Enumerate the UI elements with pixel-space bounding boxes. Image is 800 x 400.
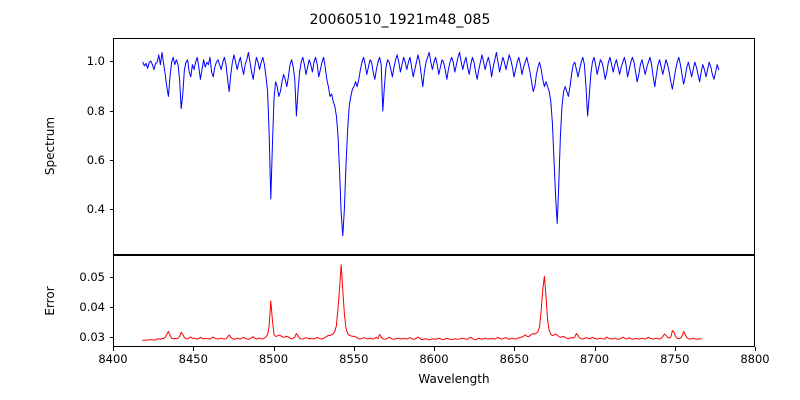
- x-tick-mark: [353, 347, 355, 351]
- spectrum-plot-panel: [113, 38, 755, 255]
- spectrum-y-tick-label: 0.6: [86, 153, 105, 168]
- spectrum-y-tick-label: 0.4: [86, 202, 105, 217]
- spectrum-line-chart: [114, 39, 754, 254]
- error-y-tick-mark: [109, 306, 113, 308]
- x-tick-label: 8650: [499, 352, 529, 366]
- spectrum-y-tick-mark: [109, 110, 113, 112]
- x-tick-mark: [755, 347, 756, 351]
- x-tick-label: 8800: [740, 352, 770, 366]
- spectrum-y-tick-mark: [109, 160, 113, 162]
- x-tick-label: 8450: [178, 352, 208, 366]
- spectrum-series-line: [143, 52, 719, 235]
- spectrum-y-tick-mark: [109, 61, 113, 63]
- error-y-tick-label: 0.05: [79, 270, 105, 285]
- x-tick-label: 8500: [258, 352, 289, 366]
- error-plot-panel: [113, 255, 755, 347]
- x-tick-mark: [113, 347, 114, 351]
- x-tick-label: 8400: [98, 352, 128, 366]
- error-y-tick-label: 0.03: [79, 329, 105, 344]
- x-tick-mark: [434, 347, 435, 351]
- spectrum-y-tick-label: 0.8: [86, 103, 105, 118]
- x-tick-label: 8550: [339, 352, 369, 366]
- error-line-chart: [114, 256, 754, 346]
- spectrum-y-tick-label: 1.0: [86, 54, 105, 69]
- spectrum-y-tick-mark: [109, 209, 113, 211]
- x-tick-mark: [193, 347, 195, 351]
- x-tick-mark: [594, 347, 596, 351]
- x-axis-label-wavelength: Wavelength: [418, 372, 490, 386]
- page-title: 20060510_1921m48_085: [309, 12, 491, 28]
- x-tick-mark: [674, 347, 676, 351]
- error-y-tick-mark: [109, 277, 113, 279]
- y-axis-label-spectrum: Spectrum: [43, 116, 57, 176]
- error-y-tick-label: 0.04: [79, 299, 105, 314]
- error-y-tick-mark: [109, 336, 113, 338]
- x-tick-label: 8700: [579, 352, 610, 366]
- x-tick-label: 8750: [660, 352, 690, 366]
- x-tick-label: 8600: [419, 352, 449, 366]
- error-series-line: [143, 265, 701, 340]
- x-tick-mark: [273, 347, 275, 351]
- x-tick-mark: [514, 347, 516, 351]
